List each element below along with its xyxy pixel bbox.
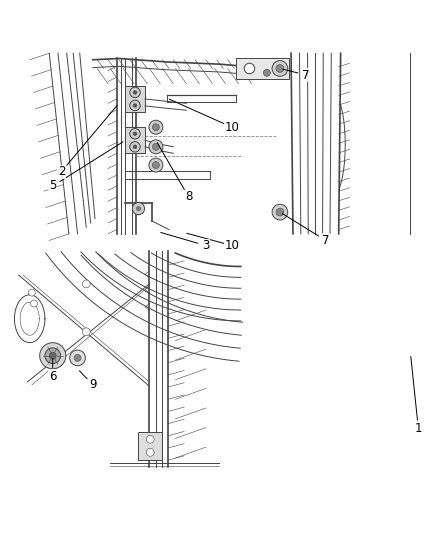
Circle shape (152, 161, 159, 168)
Text: 5: 5 (49, 180, 57, 192)
Circle shape (146, 448, 154, 456)
Circle shape (272, 204, 288, 220)
Circle shape (133, 132, 137, 136)
Circle shape (272, 61, 288, 76)
Circle shape (82, 280, 90, 288)
Circle shape (149, 140, 163, 154)
Circle shape (136, 206, 141, 211)
Circle shape (82, 328, 90, 336)
Bar (125, 127, 145, 154)
Circle shape (276, 208, 284, 216)
Circle shape (133, 144, 137, 149)
Circle shape (31, 300, 38, 307)
Text: 2: 2 (58, 165, 65, 178)
Circle shape (149, 120, 163, 134)
Text: 7: 7 (322, 234, 329, 247)
Text: 10: 10 (225, 121, 240, 134)
Text: 10: 10 (225, 239, 240, 252)
Text: 1: 1 (415, 422, 422, 435)
Circle shape (133, 90, 137, 94)
Circle shape (40, 343, 66, 369)
Circle shape (130, 128, 140, 139)
Circle shape (49, 352, 56, 359)
Circle shape (146, 435, 154, 443)
Circle shape (130, 87, 140, 98)
Circle shape (276, 64, 284, 72)
Text: 6: 6 (49, 370, 57, 383)
Text: 3: 3 (202, 239, 210, 252)
Bar (138, 432, 162, 460)
Circle shape (45, 348, 60, 364)
Circle shape (74, 354, 81, 361)
Circle shape (28, 289, 35, 296)
Circle shape (244, 63, 254, 74)
Circle shape (152, 143, 159, 150)
Bar (125, 86, 145, 112)
Circle shape (263, 69, 270, 76)
Circle shape (130, 100, 140, 111)
Circle shape (132, 203, 145, 215)
Circle shape (152, 124, 159, 131)
Text: 9: 9 (89, 378, 96, 391)
Text: 7: 7 (302, 69, 310, 82)
Circle shape (133, 103, 137, 108)
Bar (237, 58, 289, 79)
Circle shape (70, 350, 85, 366)
Circle shape (130, 142, 140, 152)
Text: 8: 8 (185, 190, 192, 204)
Circle shape (149, 158, 163, 172)
